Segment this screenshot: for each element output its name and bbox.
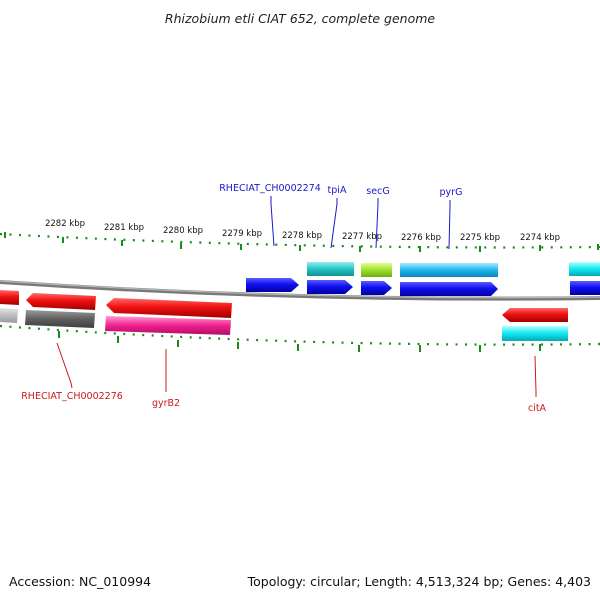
- label-leader: [56, 342, 73, 389]
- gene-box[interactable]: [105, 316, 231, 335]
- label-leader: [375, 198, 379, 249]
- gene-arrow[interactable]: [0, 290, 19, 305]
- accession-text: Accession: NC_010994: [9, 574, 151, 589]
- scale-major-ticks-lower: [58, 331, 541, 352]
- tick-label: 2281 kbp: [104, 223, 144, 233]
- map-title: Rhizobium etli CIAT 652, complete genome: [165, 11, 435, 26]
- gene-box[interactable]: [0, 308, 18, 323]
- tick-label: 2277 kbp: [342, 232, 382, 242]
- forward-gene-labels: RHECIAT_CH0002274 tpiA secG pyrG: [219, 183, 463, 250]
- forward-genes: [246, 262, 600, 296]
- genome-backbone: [0, 280, 600, 301]
- gene-box[interactable]: [361, 263, 392, 277]
- gene-label[interactable]: citA: [528, 403, 547, 414]
- gene-label[interactable]: secG: [366, 186, 389, 197]
- gene-arrow[interactable]: [502, 308, 568, 322]
- gene-box[interactable]: [25, 310, 95, 328]
- label-leader: [448, 200, 451, 250]
- tick-label: 2282 kbp: [45, 219, 85, 229]
- tick-label: 2276 kbp: [401, 233, 441, 243]
- label-leader: [270, 196, 275, 247]
- gene-label[interactable]: RHECIAT_CH0002274: [219, 183, 321, 194]
- genome-summary-text: Topology: circular; Length: 4,513,324 bp…: [247, 574, 591, 589]
- gene-label[interactable]: RHECIAT_CH0002276: [21, 391, 123, 402]
- gene-arrow[interactable]: [26, 293, 96, 310]
- gene-box[interactable]: [307, 262, 354, 276]
- tick-label: 2278 kbp: [282, 231, 322, 241]
- label-leader: [534, 355, 537, 397]
- gene-arrow[interactable]: [400, 282, 498, 296]
- tick-label: 2275 kbp: [460, 233, 500, 243]
- scale-major-ticks-upper: [4, 232, 599, 252]
- label-leader: [330, 198, 338, 249]
- tick-label: 2279 kbp: [222, 229, 262, 239]
- gene-arrow[interactable]: [307, 280, 353, 294]
- reverse-genes: [0, 290, 568, 341]
- gene-box[interactable]: [400, 263, 498, 277]
- gene-label[interactable]: gyrB2: [152, 398, 180, 409]
- gene-label[interactable]: tpiA: [328, 185, 347, 196]
- gene-box[interactable]: [569, 262, 600, 276]
- gene-arrow[interactable]: [246, 278, 299, 292]
- gene-box[interactable]: [502, 326, 568, 341]
- reverse-gene-labels: RHECIAT_CH0002276 gyrB2 citA: [21, 342, 547, 414]
- tick-label: 2274 kbp: [520, 233, 560, 243]
- gene-arrow[interactable]: [570, 281, 600, 295]
- gene-label[interactable]: pyrG: [440, 187, 463, 198]
- tick-label: 2280 kbp: [163, 226, 203, 236]
- gene-arrow[interactable]: [361, 281, 392, 295]
- scale-tick-labels: 2282 kbp 2281 kbp 2280 kbp 2279 kbp 2278…: [45, 219, 560, 243]
- genome-backbone-highlight: [0, 280, 600, 299]
- gene-arrow[interactable]: [106, 298, 232, 318]
